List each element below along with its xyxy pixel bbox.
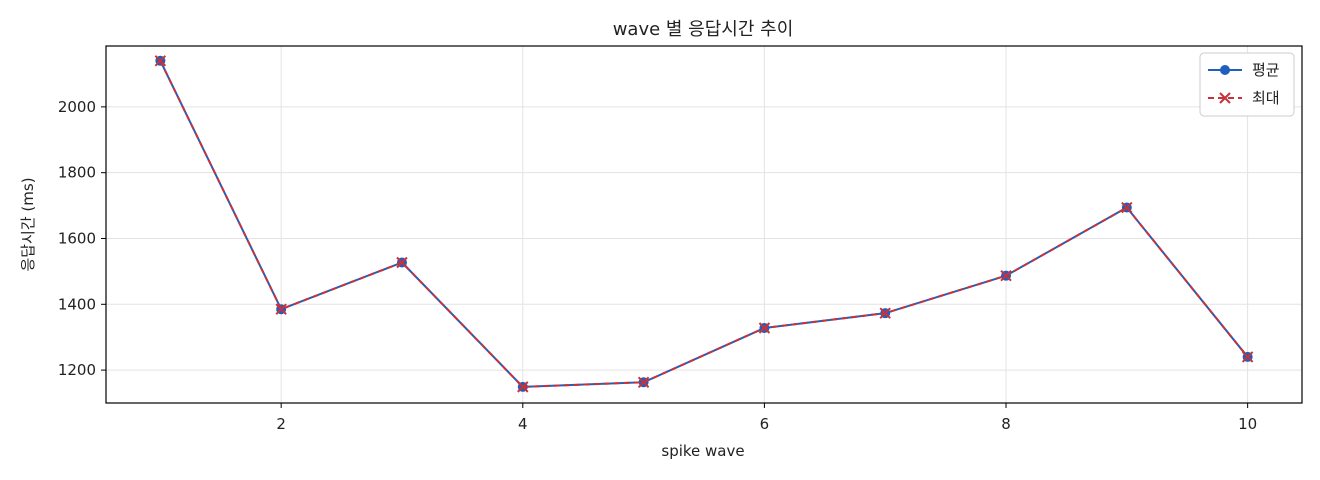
series-2 xyxy=(154,55,1254,393)
legend-label: 평균 xyxy=(1252,61,1280,79)
y-axis-label: 응답시간 (ms) xyxy=(19,177,37,271)
x-marker-stroke xyxy=(275,303,287,315)
series-2-point xyxy=(1241,351,1254,363)
series-2-point xyxy=(517,381,529,393)
series-2-point xyxy=(396,256,408,269)
grid xyxy=(106,46,1302,403)
x-marker-stroke xyxy=(879,307,891,319)
legend-marker xyxy=(1219,92,1231,104)
legend-marker xyxy=(1220,65,1230,75)
x-tick-label: 10 xyxy=(1238,415,1257,433)
axis-ticks: 2 4 6 8 10 1200 1400 1600 1800 2000 xyxy=(58,98,1257,433)
x-marker-stroke xyxy=(1241,351,1254,363)
series-layer xyxy=(154,55,1254,393)
y-tick-label: 1400 xyxy=(58,295,96,313)
y-tick-label: 1600 xyxy=(58,229,96,247)
series-2-point xyxy=(275,303,287,315)
x-marker-stroke xyxy=(396,256,408,269)
x-marker-stroke xyxy=(637,376,650,388)
x-marker-stroke xyxy=(517,381,529,393)
series-2-point xyxy=(154,55,167,67)
y-tick-label: 1200 xyxy=(58,361,96,379)
legend-label: 최대 xyxy=(1252,89,1280,107)
x-marker-stroke xyxy=(1219,92,1231,104)
y-tick-label: 2000 xyxy=(58,98,96,116)
series-2-point xyxy=(1121,201,1133,214)
x-marker-stroke xyxy=(758,322,771,334)
series-2-line xyxy=(159,60,1249,388)
x-marker-stroke xyxy=(154,55,167,67)
legend-box xyxy=(1199,52,1295,117)
series-2-point xyxy=(1000,269,1012,282)
series-2-point xyxy=(637,376,650,388)
x-axis-label: spike wave xyxy=(661,442,744,460)
plot-area-frame xyxy=(105,45,1303,404)
x-tick-label: 6 xyxy=(760,415,770,433)
series-2-point xyxy=(879,307,891,319)
x-tick-label: 8 xyxy=(1001,415,1011,433)
x-tick-label: 4 xyxy=(518,415,528,433)
y-tick-label: 1800 xyxy=(58,164,96,182)
series-2-point xyxy=(758,322,771,334)
x-marker-stroke xyxy=(1000,269,1012,282)
chart-title: wave 별 응답시간 추이 xyxy=(613,19,794,40)
x-marker-stroke xyxy=(1121,201,1133,214)
x-tick-label: 2 xyxy=(276,415,286,433)
